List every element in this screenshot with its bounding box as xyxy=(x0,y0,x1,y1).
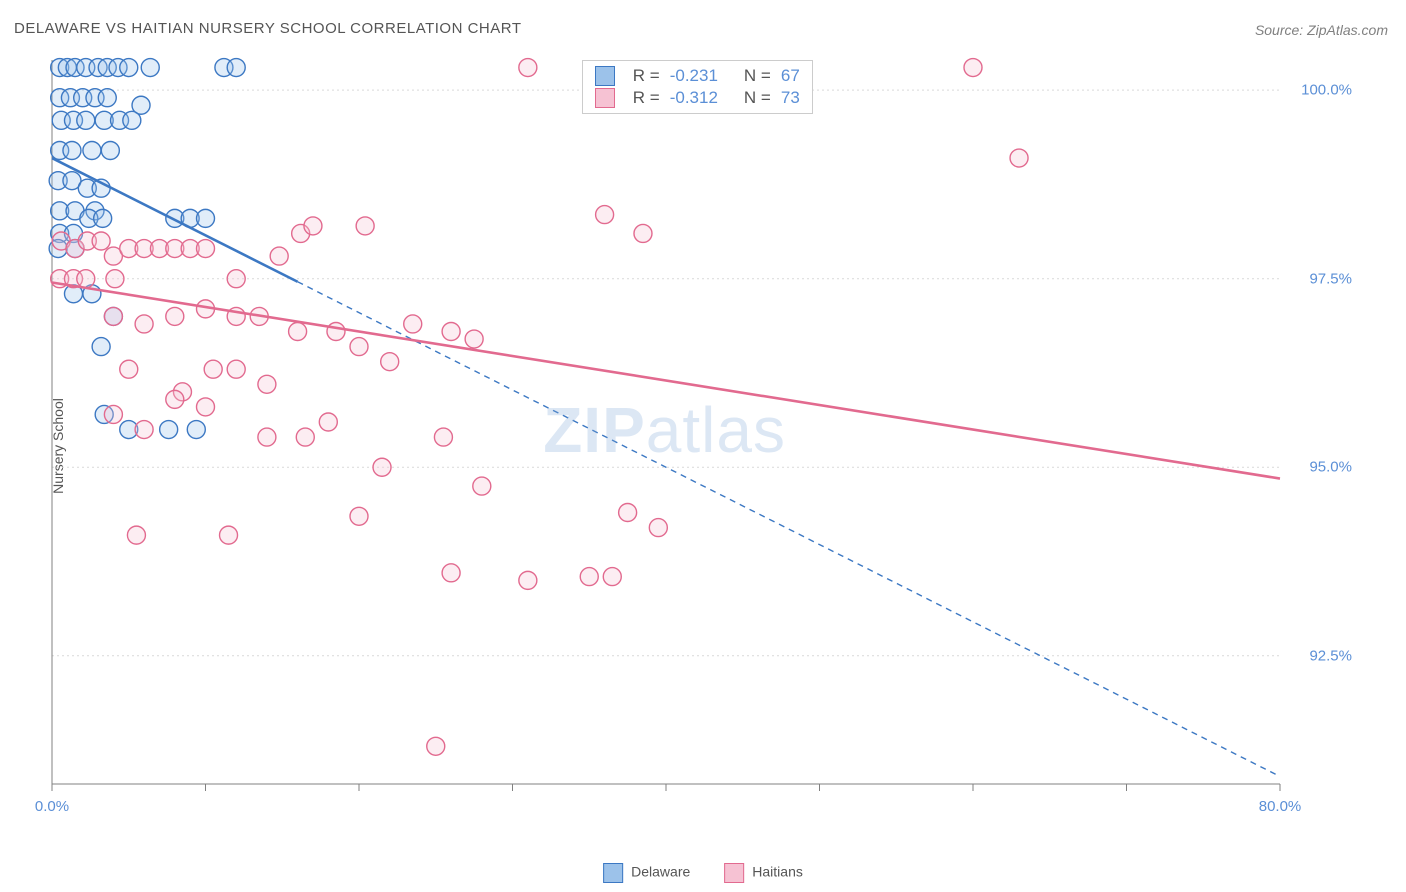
stat-n-label: N = xyxy=(744,66,771,86)
x-tick-label: 80.0% xyxy=(1259,798,1302,815)
stat-r-label: R = xyxy=(633,66,660,86)
stats-legend-row: R = -0.312 N = 73 xyxy=(595,87,800,109)
stat-n-value: 73 xyxy=(781,88,800,108)
stats-legend-row: R = -0.231 N = 67 xyxy=(595,65,800,87)
legend-swatch xyxy=(603,863,623,883)
stat-n-label: N = xyxy=(744,88,771,108)
legend-swatch xyxy=(724,863,744,883)
y-tick-label: 100.0% xyxy=(1301,82,1352,99)
y-tick-label: 95.0% xyxy=(1309,459,1352,476)
legend-item: Delaware xyxy=(603,863,690,883)
stat-r-label: R = xyxy=(633,88,660,108)
y-tick-label: 97.5% xyxy=(1309,270,1352,287)
legend-label: Haitians xyxy=(752,864,803,880)
legend-label: Delaware xyxy=(631,864,690,880)
y-tick-label: 92.5% xyxy=(1309,647,1352,664)
stat-r-value: -0.312 xyxy=(670,88,718,108)
chart-title: DELAWARE VS HAITIAN NURSERY SCHOOL CORRE… xyxy=(14,20,521,37)
chart-svg xyxy=(48,54,1366,814)
legend-item: Haitians xyxy=(724,863,803,883)
source-attribution: Source: ZipAtlas.com xyxy=(1255,22,1388,38)
stat-n-value: 67 xyxy=(781,66,800,86)
stat-r-value: -0.231 xyxy=(670,66,718,86)
scatter-plot: ZIPatlas R =-0.231N =67R =-0.312N =73 92… xyxy=(48,54,1366,814)
legend-swatch xyxy=(595,66,615,86)
legend-swatch xyxy=(595,88,615,108)
stats-legend: R = -0.231 N = 67 R = -0.312 N = 73 xyxy=(582,60,813,114)
series-legend: Delaware Haitians xyxy=(603,863,803,883)
x-tick-label: 0.0% xyxy=(35,798,69,815)
